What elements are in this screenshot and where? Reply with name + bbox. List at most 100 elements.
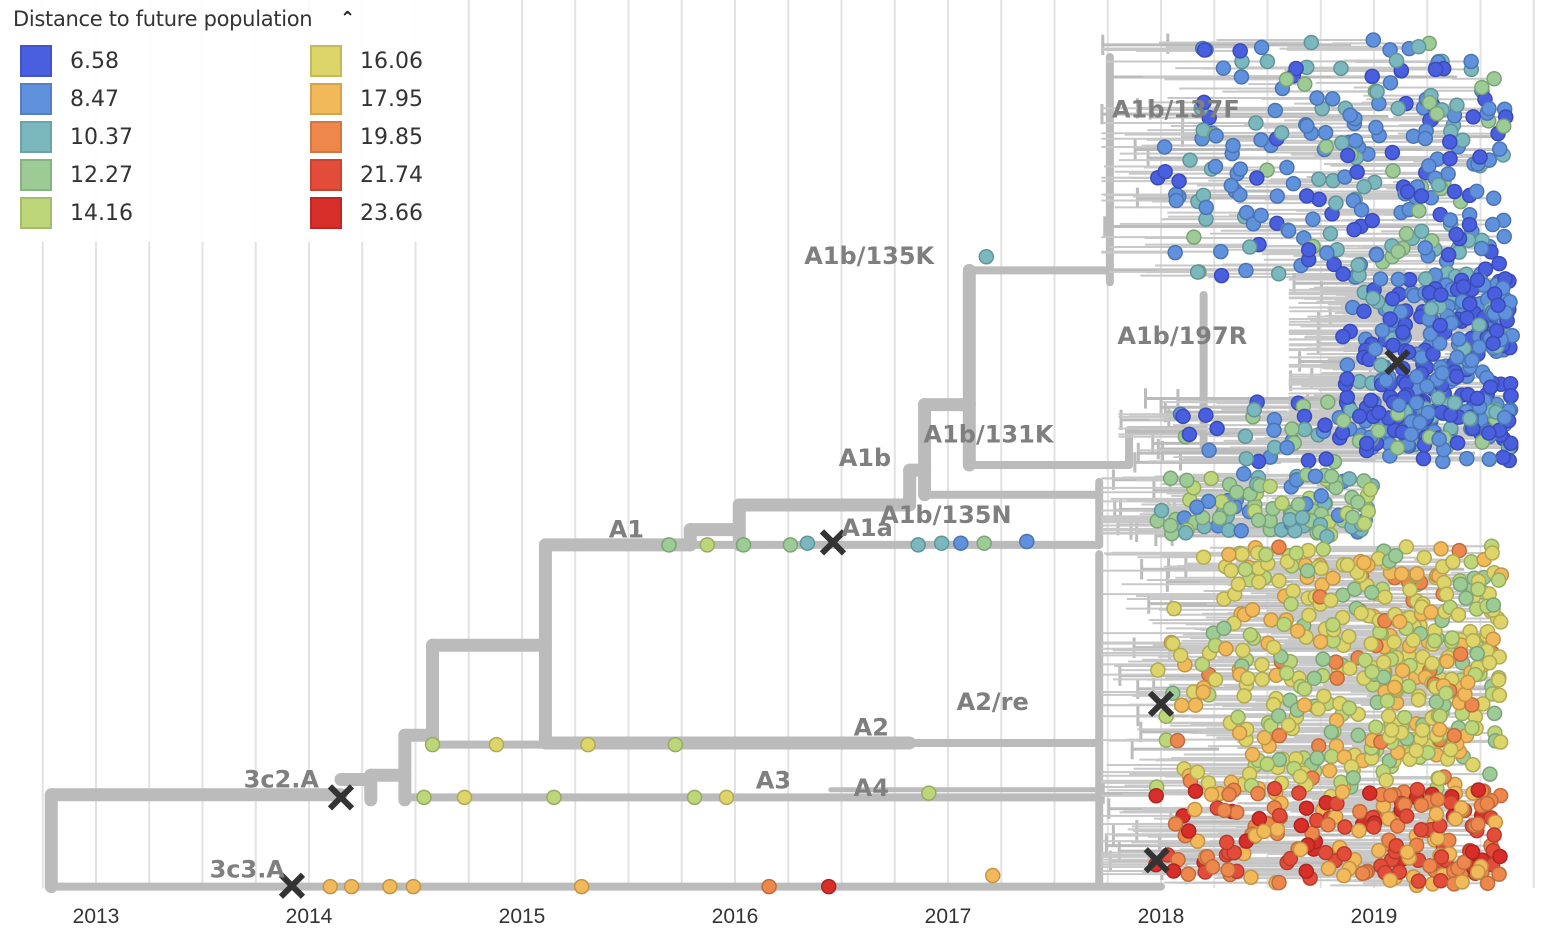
chevron-up-icon[interactable]: ⌃ xyxy=(340,8,356,29)
tip-node xyxy=(910,537,926,553)
legend-value: 17.95 xyxy=(360,86,423,112)
tip-node xyxy=(1383,722,1400,738)
tip-node xyxy=(1234,546,1250,563)
tip-node xyxy=(1340,147,1356,164)
legend-item[interactable]: 17.95 xyxy=(310,83,423,115)
tip-node xyxy=(1410,38,1427,55)
tip-node xyxy=(1390,271,1407,288)
tip-node xyxy=(1270,266,1287,282)
tip-node xyxy=(1342,660,1358,677)
tip-node xyxy=(1431,431,1447,447)
tip-node xyxy=(1289,623,1306,639)
legend-value: 14.16 xyxy=(70,200,133,226)
close-x-icon xyxy=(1147,690,1175,717)
legend-item[interactable]: 8.47 xyxy=(20,83,119,115)
tip-node xyxy=(1358,435,1375,452)
tip-node xyxy=(1187,783,1204,799)
tip-node xyxy=(1503,435,1519,451)
clade-label: 3c3.A xyxy=(210,856,286,884)
tip-node xyxy=(1326,256,1342,273)
tip-node xyxy=(1385,163,1401,179)
tip-node xyxy=(1274,495,1290,511)
tip-node xyxy=(1280,717,1297,733)
tip-node xyxy=(1346,221,1362,238)
tip-node xyxy=(1485,190,1502,206)
tip-node xyxy=(735,537,752,553)
tip-node xyxy=(1479,875,1496,891)
clade-label: A1b xyxy=(839,444,891,472)
x-tick-label: 2017 xyxy=(925,905,972,928)
tip-node xyxy=(1486,70,1502,87)
tip-node xyxy=(1157,164,1173,180)
tip-node xyxy=(1180,823,1197,839)
clade-label: A4 xyxy=(854,774,889,802)
clade-label: A1a xyxy=(841,514,892,542)
tip-node xyxy=(1220,862,1236,878)
legend-value: 23.66 xyxy=(360,200,423,226)
tip-node xyxy=(933,535,950,551)
tip-node xyxy=(1233,523,1249,539)
tip-node xyxy=(1215,60,1232,76)
legend-item[interactable]: 6.58 xyxy=(20,45,119,77)
legend-item[interactable]: 21.74 xyxy=(310,159,423,191)
tip-node xyxy=(1256,729,1273,746)
close-x-icon xyxy=(819,529,847,556)
tip-node xyxy=(1429,791,1446,808)
tip-node xyxy=(1456,854,1472,871)
tip-node xyxy=(1365,290,1381,306)
tip-node xyxy=(1318,451,1334,467)
tip-node xyxy=(1364,664,1380,680)
tip-node xyxy=(667,736,684,753)
tip-node xyxy=(1433,287,1449,303)
tip-node xyxy=(1300,242,1317,258)
tip-node xyxy=(1291,785,1307,801)
legend-item[interactable]: 19.85 xyxy=(310,121,423,153)
tip-node xyxy=(1385,337,1401,354)
tip-node xyxy=(424,736,441,753)
tip-node xyxy=(1464,697,1480,713)
x-axis: 2013 2014 2015 2016 2017 2018 2019 xyxy=(73,905,1398,928)
tip-node xyxy=(1488,323,1505,339)
tip-node xyxy=(1334,135,1350,151)
tip-node xyxy=(661,537,677,553)
tip-node xyxy=(1414,722,1431,738)
tip-node xyxy=(1364,212,1380,229)
tip-node xyxy=(1230,576,1247,593)
legend-item[interactable]: 14.16 xyxy=(20,197,133,229)
tip-node xyxy=(1156,139,1173,155)
tip-node xyxy=(1454,874,1470,890)
tip-node xyxy=(976,535,992,551)
tip-node xyxy=(1399,184,1416,200)
tip-node xyxy=(1365,819,1382,835)
tip-node xyxy=(1417,240,1433,256)
tip-node xyxy=(1399,844,1416,860)
mutation-markers xyxy=(278,349,1411,899)
tip-node xyxy=(1266,422,1282,438)
tip-node xyxy=(1422,857,1438,874)
tip-node xyxy=(1370,423,1387,439)
legend-item[interactable]: 10.37 xyxy=(20,121,133,153)
legend-swatch xyxy=(20,159,52,191)
legend-item[interactable]: 12.27 xyxy=(20,159,133,191)
legend-swatch xyxy=(20,197,52,229)
tip-node xyxy=(1276,616,1292,633)
tip-node xyxy=(1298,800,1315,816)
tip-node xyxy=(1292,841,1309,858)
tip-node xyxy=(1322,225,1339,242)
tip-node xyxy=(1389,440,1406,456)
tip-node xyxy=(1433,541,1449,557)
tip-node xyxy=(1423,604,1439,620)
tip-node xyxy=(1181,426,1198,443)
tip-node xyxy=(1320,816,1336,833)
tip-node xyxy=(1271,807,1288,824)
tip-node xyxy=(1232,161,1249,177)
legend-item[interactable]: 16.06 xyxy=(310,45,423,77)
tip-node xyxy=(1282,511,1298,528)
tip-node xyxy=(1481,654,1498,671)
tip-node xyxy=(1424,655,1440,672)
legend-item[interactable]: 23.66 xyxy=(310,197,423,229)
tip-node xyxy=(1446,183,1463,200)
tip-node xyxy=(1465,109,1481,125)
tip-node xyxy=(1292,768,1309,785)
tip-node xyxy=(1351,823,1367,839)
